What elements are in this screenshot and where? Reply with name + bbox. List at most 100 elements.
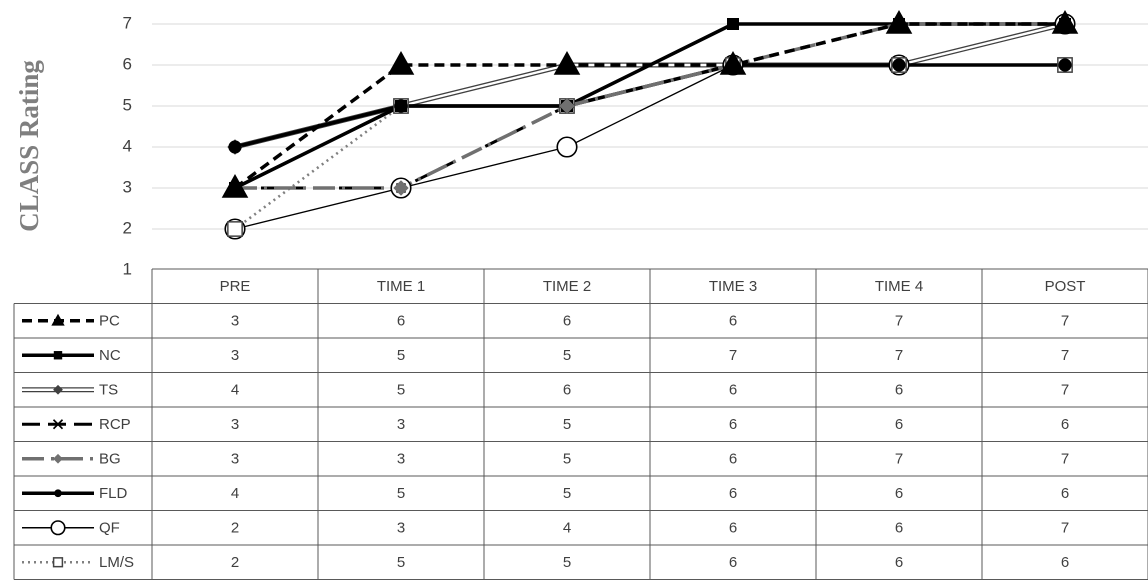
x-tick-label: TIME 2 bbox=[543, 278, 591, 295]
data-cell: 3 bbox=[397, 520, 405, 537]
data-cell: 6 bbox=[729, 520, 737, 537]
marker-circle-filled bbox=[54, 489, 62, 498]
y-tick-label: 6 bbox=[123, 54, 132, 73]
markers-qf bbox=[224, 13, 1076, 240]
marker-x bbox=[52, 419, 64, 430]
data-cell: 6 bbox=[895, 485, 903, 502]
data-cell: 6 bbox=[563, 382, 571, 399]
data-cell: 5 bbox=[563, 347, 571, 364]
data-cell: 6 bbox=[1061, 416, 1069, 433]
data-cell: 6 bbox=[895, 382, 903, 399]
data-cell: 6 bbox=[563, 313, 571, 330]
legend-label: BG bbox=[99, 451, 121, 468]
gridlines bbox=[152, 23, 1148, 230]
marker-circle-filled bbox=[228, 140, 242, 154]
data-cell: 5 bbox=[397, 382, 405, 399]
data-cell: 5 bbox=[563, 451, 571, 468]
legend-entry: QF bbox=[22, 520, 120, 537]
data-table: PRE TIME 1 TIME 2 TIME 3 TIME 4 POST PC 3 6 6 6 7 7 N… bbox=[13, 268, 1148, 580]
legend-label: TS bbox=[99, 382, 118, 399]
data-cell: 6 bbox=[1061, 554, 1069, 571]
x-tick-label: POST bbox=[1045, 278, 1086, 295]
y-tick-label: 5 bbox=[123, 95, 132, 114]
y-axis-label: CLASS Rating bbox=[14, 60, 44, 232]
legend-label: QF bbox=[99, 520, 120, 537]
data-cell: 7 bbox=[1061, 451, 1069, 468]
legend-label: NC bbox=[99, 347, 121, 364]
data-cell: 6 bbox=[895, 520, 903, 537]
series-line bbox=[233, 22, 1065, 190]
data-cell: 7 bbox=[1061, 382, 1069, 399]
legend-entry: PC bbox=[22, 313, 120, 330]
marker-x bbox=[1059, 59, 1071, 71]
marker-triangle bbox=[51, 313, 65, 326]
legend-label: RCP bbox=[99, 416, 131, 433]
y-tick-labels: 1 2 3 4 5 6 7 bbox=[123, 13, 132, 278]
data-cell: 4 bbox=[231, 485, 239, 502]
data-cell: 5 bbox=[563, 554, 571, 571]
marker-triangle bbox=[1051, 10, 1079, 34]
data-cell: 3 bbox=[397, 451, 405, 468]
data-cell: 6 bbox=[729, 313, 737, 330]
data-cell: 3 bbox=[231, 416, 239, 433]
data-cell: 3 bbox=[231, 451, 239, 468]
data-cell: 6 bbox=[729, 485, 737, 502]
data-cell: 6 bbox=[1061, 485, 1069, 502]
marker-triangle bbox=[221, 174, 249, 198]
data-cell: 7 bbox=[895, 347, 903, 364]
series-pc bbox=[233, 22, 1065, 190]
data-cell: 6 bbox=[729, 416, 737, 433]
legend-entry: LM/S bbox=[22, 554, 134, 571]
marker-triangle bbox=[885, 10, 913, 34]
marker-diamond bbox=[393, 180, 409, 196]
markers-pc bbox=[221, 10, 1079, 198]
data-cell: 5 bbox=[397, 347, 405, 364]
data-cell: 6 bbox=[397, 313, 405, 330]
x-tick-label: TIME 3 bbox=[709, 278, 757, 295]
data-cell: 7 bbox=[895, 313, 903, 330]
data-cell: 2 bbox=[231, 520, 239, 537]
y-tick-label: 4 bbox=[123, 136, 132, 155]
data-cell: 4 bbox=[563, 520, 571, 537]
data-cell: 5 bbox=[563, 485, 571, 502]
x-tick-label: TIME 1 bbox=[377, 278, 425, 295]
marker-circle-open bbox=[556, 136, 578, 158]
legend-entry: BG bbox=[22, 451, 121, 468]
data-cell: 6 bbox=[729, 451, 737, 468]
data-cell: 6 bbox=[729, 382, 737, 399]
marker-square-open bbox=[52, 557, 64, 568]
data-cell: 7 bbox=[895, 451, 903, 468]
data-cell: 3 bbox=[231, 313, 239, 330]
data-cell: 2 bbox=[231, 554, 239, 571]
marker-triangle bbox=[553, 51, 581, 75]
x-tick-label: TIME 4 bbox=[875, 278, 923, 295]
marker-square bbox=[727, 18, 739, 30]
series-lines bbox=[221, 10, 1079, 240]
y-tick-label: 1 bbox=[123, 259, 132, 278]
legend-entry: TS bbox=[22, 382, 118, 399]
marker-diamond bbox=[53, 384, 63, 395]
data-cell: 3 bbox=[231, 347, 239, 364]
marker-square bbox=[395, 100, 407, 112]
y-tick-label: 2 bbox=[123, 218, 132, 237]
y-tick-label: 7 bbox=[123, 13, 132, 32]
data-cell: 5 bbox=[563, 416, 571, 433]
data-cell: 5 bbox=[397, 554, 405, 571]
x-tick-label: PRE bbox=[220, 278, 251, 295]
marker-square-open bbox=[227, 221, 243, 237]
legend-entry: NC bbox=[22, 347, 121, 364]
marker-square bbox=[53, 351, 63, 360]
data-cell: 4 bbox=[231, 382, 239, 399]
marker-diamond bbox=[559, 98, 575, 114]
legend-entry: FLD bbox=[22, 485, 128, 502]
legend-label: LM/S bbox=[99, 554, 134, 571]
data-cell: 7 bbox=[1061, 313, 1069, 330]
marker-x bbox=[893, 59, 905, 71]
marker-triangle bbox=[387, 51, 415, 75]
y-tick-label: 3 bbox=[123, 177, 132, 196]
legend-label: FLD bbox=[99, 485, 128, 502]
data-cell: 6 bbox=[895, 416, 903, 433]
data-cell: 5 bbox=[397, 485, 405, 502]
data-cell: 7 bbox=[1061, 520, 1069, 537]
